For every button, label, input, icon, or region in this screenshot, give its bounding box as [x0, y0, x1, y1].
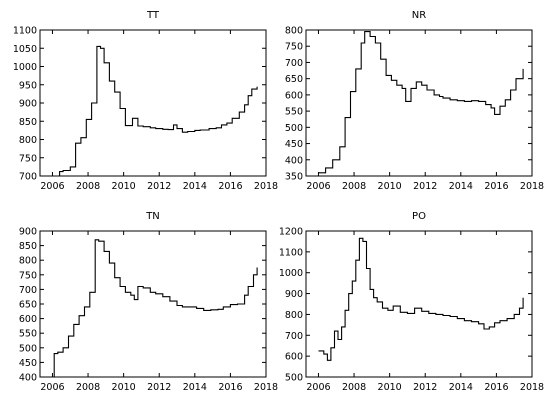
x-tick-label: 2016 — [484, 181, 508, 192]
y-tick-label: 850 — [19, 241, 37, 252]
panel-title: TN — [145, 211, 160, 222]
y-tick-label: 1200 — [279, 227, 303, 238]
x-tick-label: 2014 — [183, 382, 207, 393]
y-tick-label: 1100 — [279, 247, 303, 258]
y-tick-label: 900 — [19, 99, 37, 110]
x-tick-label: 2008 — [342, 181, 366, 192]
y-tick-label: 1000 — [13, 62, 37, 73]
y-tick-label: 700 — [285, 331, 303, 342]
x-tick-label: 2016 — [218, 382, 242, 393]
y-tick-label: 450 — [285, 139, 303, 150]
y-tick-label: 600 — [285, 352, 303, 363]
series-line — [52, 239, 258, 378]
y-tick-label: 800 — [285, 26, 303, 37]
x-tick-label: 2012 — [147, 181, 171, 192]
x-tick-label: 2016 — [484, 382, 508, 393]
panel-po: PO 2006 2008 2010 2012 2014 2016 2018 500 600 700 8… — [279, 211, 544, 393]
y-tick-label: 900 — [19, 227, 37, 238]
x-tick-label: 2010 — [378, 382, 402, 393]
y-tick-label: 450 — [19, 358, 37, 369]
series-line — [318, 237, 524, 361]
plot-frame — [39, 230, 267, 378]
x-tick-label: 2010 — [378, 181, 402, 192]
x-tick-label: 2014 — [449, 181, 473, 192]
x-tick-label: 2014 — [183, 181, 207, 192]
x-tick-label: 2006 — [40, 382, 64, 393]
y-tick-label: 700 — [19, 172, 37, 183]
x-tick-label: 2010 — [112, 181, 136, 192]
x-tick-label: 2014 — [449, 382, 473, 393]
y-tick-label: 850 — [19, 117, 37, 128]
y-tick-label: 500 — [285, 123, 303, 134]
y-tick-label: 650 — [19, 300, 37, 311]
plot-frame — [39, 29, 267, 177]
y-tick-label: 1050 — [13, 44, 37, 55]
y-tick-label: 800 — [19, 256, 37, 267]
x-tick-label: 2018 — [520, 382, 544, 393]
y-tick-label: 500 — [285, 373, 303, 384]
x-tick-label: 2018 — [520, 181, 544, 192]
series-line — [52, 45, 258, 177]
x-tick-label: 2012 — [147, 382, 171, 393]
x-tick-label: 2018 — [254, 382, 278, 393]
plot-frame — [305, 230, 533, 378]
y-tick-label: 1100 — [13, 26, 37, 37]
y-tick-label: 600 — [285, 90, 303, 101]
x-tick-label: 2012 — [413, 181, 437, 192]
x-tick-label: 2012 — [413, 382, 437, 393]
panel-nr: NR 2006 2008 2010 2012 2014 2016 2018 350 400 450 5… — [285, 10, 544, 192]
y-tick-label: 750 — [285, 42, 303, 53]
x-tick-label: 2006 — [306, 382, 330, 393]
y-tick-label: 700 — [285, 58, 303, 69]
y-tick-label: 700 — [19, 285, 37, 296]
y-tick-label: 400 — [285, 155, 303, 166]
x-tick-label: 2016 — [218, 181, 242, 192]
panel-title: NR — [412, 10, 426, 21]
y-tick-label: 750 — [19, 153, 37, 164]
panel-tt: TT 2006 2008 2010 2012 2014 2016 2018 700 750 800 8… — [13, 10, 278, 192]
y-tick-label: 1000 — [279, 268, 303, 279]
x-tick-label: 2010 — [112, 382, 136, 393]
panel-tn: TN 2006 2008 2010 2012 2014 2016 2018 400 450 500 5… — [19, 211, 278, 393]
x-tick-label: 2008 — [76, 382, 100, 393]
y-tick-label: 750 — [19, 270, 37, 281]
x-tick-label: 2006 — [40, 181, 64, 192]
plot-frame — [305, 29, 533, 177]
y-tick-label: 600 — [19, 314, 37, 325]
x-tick-label: 2008 — [342, 382, 366, 393]
x-tick-label: 2006 — [306, 181, 330, 192]
y-tick-label: 550 — [19, 329, 37, 340]
y-tick-label: 500 — [19, 343, 37, 354]
y-tick-label: 900 — [285, 289, 303, 300]
y-tick-label: 550 — [285, 107, 303, 118]
y-tick-label: 400 — [19, 373, 37, 384]
y-tick-label: 800 — [285, 310, 303, 321]
x-tick-label: 2018 — [254, 181, 278, 192]
panel-title: TT — [146, 10, 160, 21]
y-tick-label: 950 — [19, 80, 37, 91]
y-tick-label: 650 — [285, 74, 303, 85]
y-tick-label: 350 — [285, 172, 303, 183]
y-tick-label: 800 — [19, 135, 37, 146]
x-tick-label: 2008 — [76, 181, 100, 192]
series-line — [318, 31, 524, 174]
panel-title: PO — [412, 211, 426, 222]
